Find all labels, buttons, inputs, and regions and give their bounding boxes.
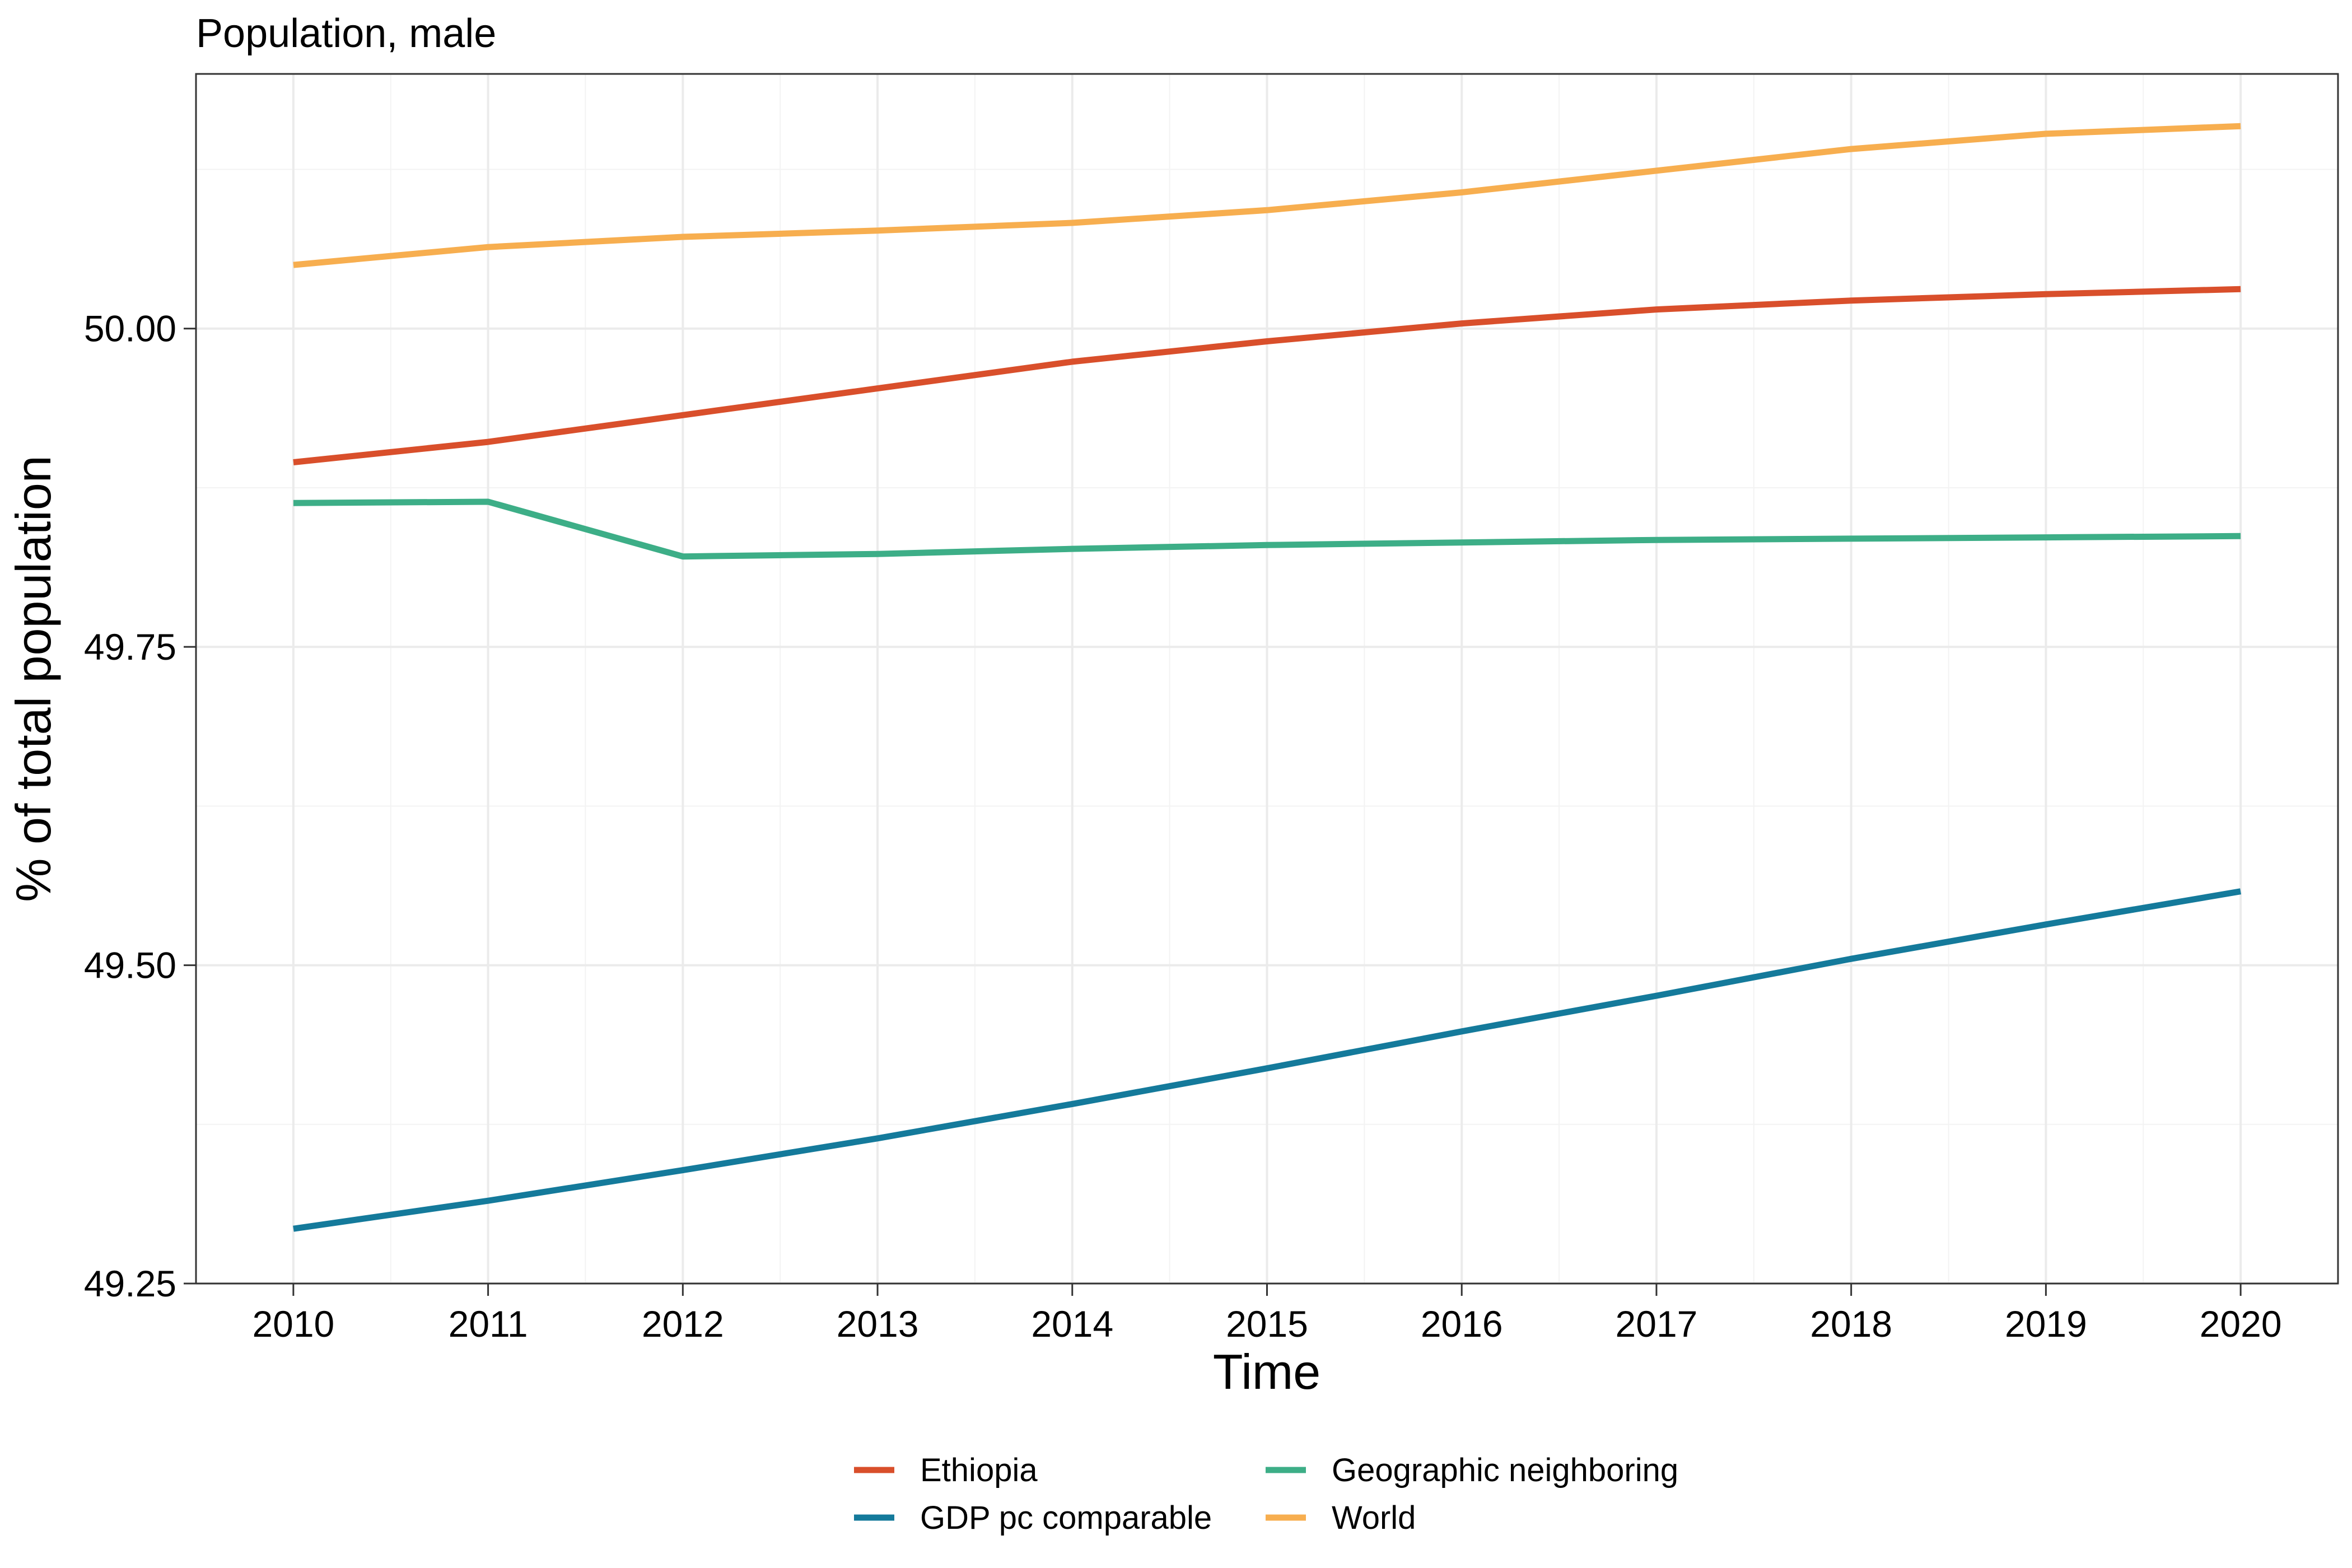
legend-label: Ethiopia: [920, 1452, 1038, 1488]
grid-layer: [196, 74, 2338, 1285]
y-tick-label: 50.00: [84, 308, 176, 349]
x-tick-label: 2015: [1226, 1303, 1308, 1345]
x-tick-label: 2014: [1031, 1303, 1113, 1345]
chart-title: Population, male: [196, 11, 496, 56]
x-tick-label: 2010: [252, 1303, 334, 1345]
legend-item: Ethiopia: [854, 1452, 1038, 1488]
legend-label: Geographic neighboring: [1332, 1452, 1678, 1488]
y-tick-label: 49.50: [84, 945, 176, 986]
legend-item: GDP pc comparable: [854, 1500, 1212, 1536]
x-tick-label: 2020: [2200, 1303, 2282, 1345]
x-tick-label: 2019: [2005, 1303, 2087, 1345]
legend: Ethiopia GDP pc comparable Geographic neig…: [854, 1452, 1678, 1536]
series-line-gdp-pc-comparable: [293, 888, 2242, 1232]
series-layer: [293, 123, 2242, 1232]
x-tick-label: 2018: [1810, 1303, 1892, 1345]
x-axis-title: Time: [1213, 1344, 1320, 1399]
legend-item: Geographic neighboring: [1266, 1452, 1678, 1488]
y-axis-ticks: 49.25 49.50 49.75 50.00: [84, 308, 196, 1304]
y-tick-label: 49.25: [84, 1263, 176, 1304]
legend-label: GDP pc comparable: [920, 1500, 1212, 1536]
x-tick-label: 2016: [1421, 1303, 1503, 1345]
x-tick-label: 2012: [642, 1303, 724, 1345]
legend-label: World: [1332, 1500, 1416, 1536]
series-line-geographic-neighboring: [293, 498, 2241, 560]
y-axis-title: % of total population: [6, 455, 61, 902]
x-tick-label: 2017: [1616, 1303, 1698, 1345]
x-axis-ticks: 2010 2011 2012 2013 2014 2015 2016 2017 2018 2019…: [252, 1284, 2282, 1345]
legend-item: World: [1266, 1500, 1416, 1536]
x-tick-label: 2011: [449, 1303, 528, 1345]
y-tick-label: 49.75: [84, 626, 176, 668]
series-line-world: [293, 123, 2241, 268]
series-line-ethiopia: [293, 286, 2241, 465]
x-tick-label: 2013: [837, 1303, 919, 1345]
